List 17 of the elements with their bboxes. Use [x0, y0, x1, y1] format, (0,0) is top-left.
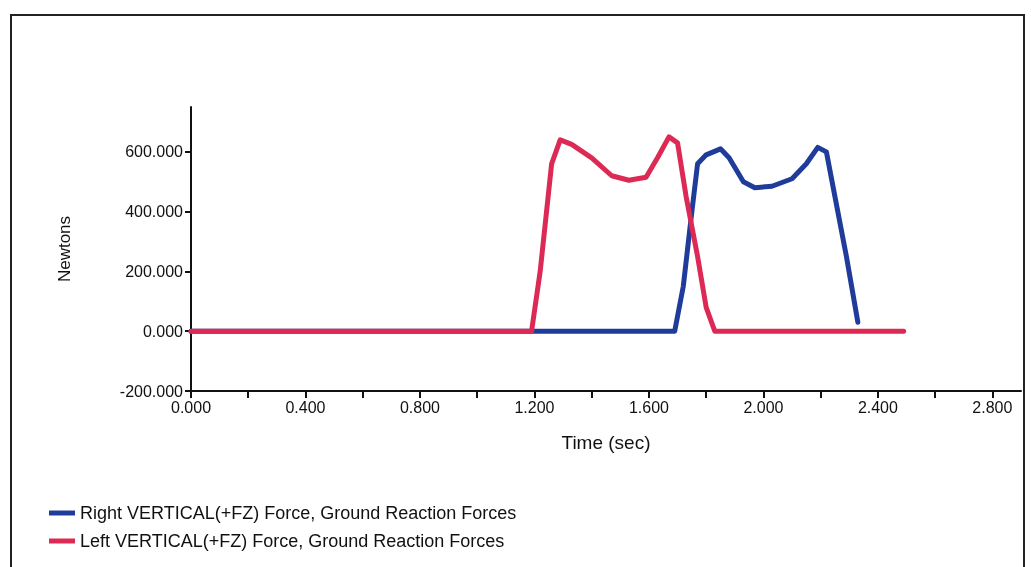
x-axis-title: Time (sec) [561, 432, 651, 453]
y-tick-label: 200.000 [125, 262, 184, 280]
x-tick-label: 0.800 [399, 398, 441, 416]
y-tick-label: 600.000 [125, 143, 184, 161]
x-tick-label: 2.000 [743, 398, 784, 416]
x-tick-label: 1.600 [628, 398, 670, 416]
y-tick-label: -200.000 [119, 382, 184, 400]
y-tick-label: 0.000 [142, 322, 184, 340]
x-tick-label: 2.400 [857, 398, 899, 416]
y-tick-label: 400.000 [125, 203, 184, 221]
x-tick-label: 0.000 [170, 398, 212, 416]
y-axis-title: Newtons [55, 215, 74, 283]
x-tick-label: 0.400 [285, 398, 326, 416]
x-tick-label: 1.200 [514, 398, 555, 416]
legend-label: Left VERTICAL(+FZ) Force, Ground Reaction Forces [80, 531, 505, 551]
x-tick-label: 2.800 [972, 398, 1013, 416]
legend-label: Right VERTICAL(+FZ) Force, Ground Reaction Forces [80, 503, 517, 523]
